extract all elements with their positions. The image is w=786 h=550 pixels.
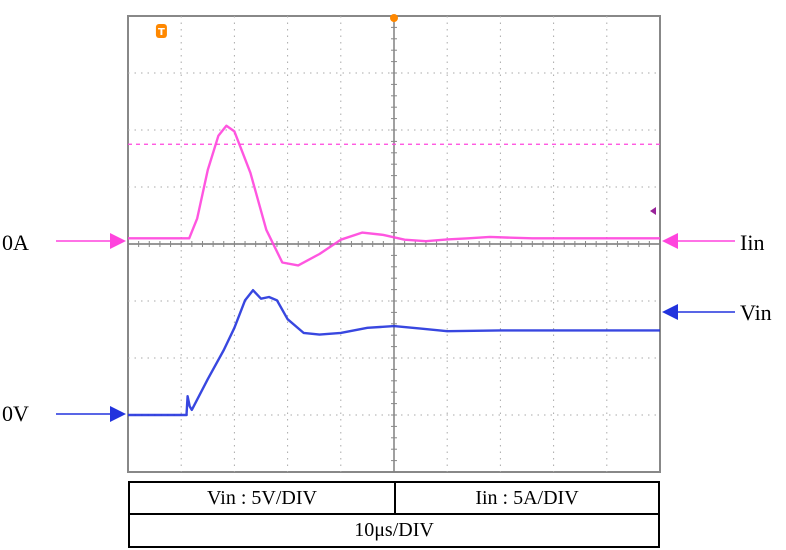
left-label-iin: 0A: [2, 230, 29, 255]
trace-iin: [128, 124, 660, 267]
time-scale-cell: 10μs/DIV: [128, 513, 660, 548]
arrow-left-iin-head: [110, 233, 126, 249]
right-label-vin: Vin: [740, 300, 772, 325]
right-label-iin: Iin: [740, 230, 764, 255]
iin-scale-cell: Iin : 5A/DIV: [394, 481, 660, 515]
trigger-center-marker: [390, 14, 398, 22]
arrow-right-vin-head: [662, 304, 678, 320]
vin-scale-text: Vin : 5V/DIV: [207, 486, 317, 509]
level-marker: [650, 207, 656, 215]
iin-scale-text: Iin : 5A/DIV: [475, 486, 579, 509]
arrow-left-vin-head: [110, 406, 126, 422]
trigger-marker-box: [155, 24, 167, 38]
arrows: [56, 233, 735, 422]
vin-scale-cell: Vin : 5V/DIV: [128, 481, 396, 515]
left-label-vin: 0V: [2, 401, 29, 426]
traces: [128, 124, 660, 417]
markers: T: [128, 14, 660, 215]
arrow-right-iin-head: [662, 233, 678, 249]
time-scale-text: 10μs/DIV: [354, 519, 434, 541]
trigger-position-marker: T: [155, 24, 167, 38]
grid: [127, 15, 661, 473]
trigger-marker-text: T: [158, 27, 165, 38]
trace-vin: [128, 289, 660, 417]
